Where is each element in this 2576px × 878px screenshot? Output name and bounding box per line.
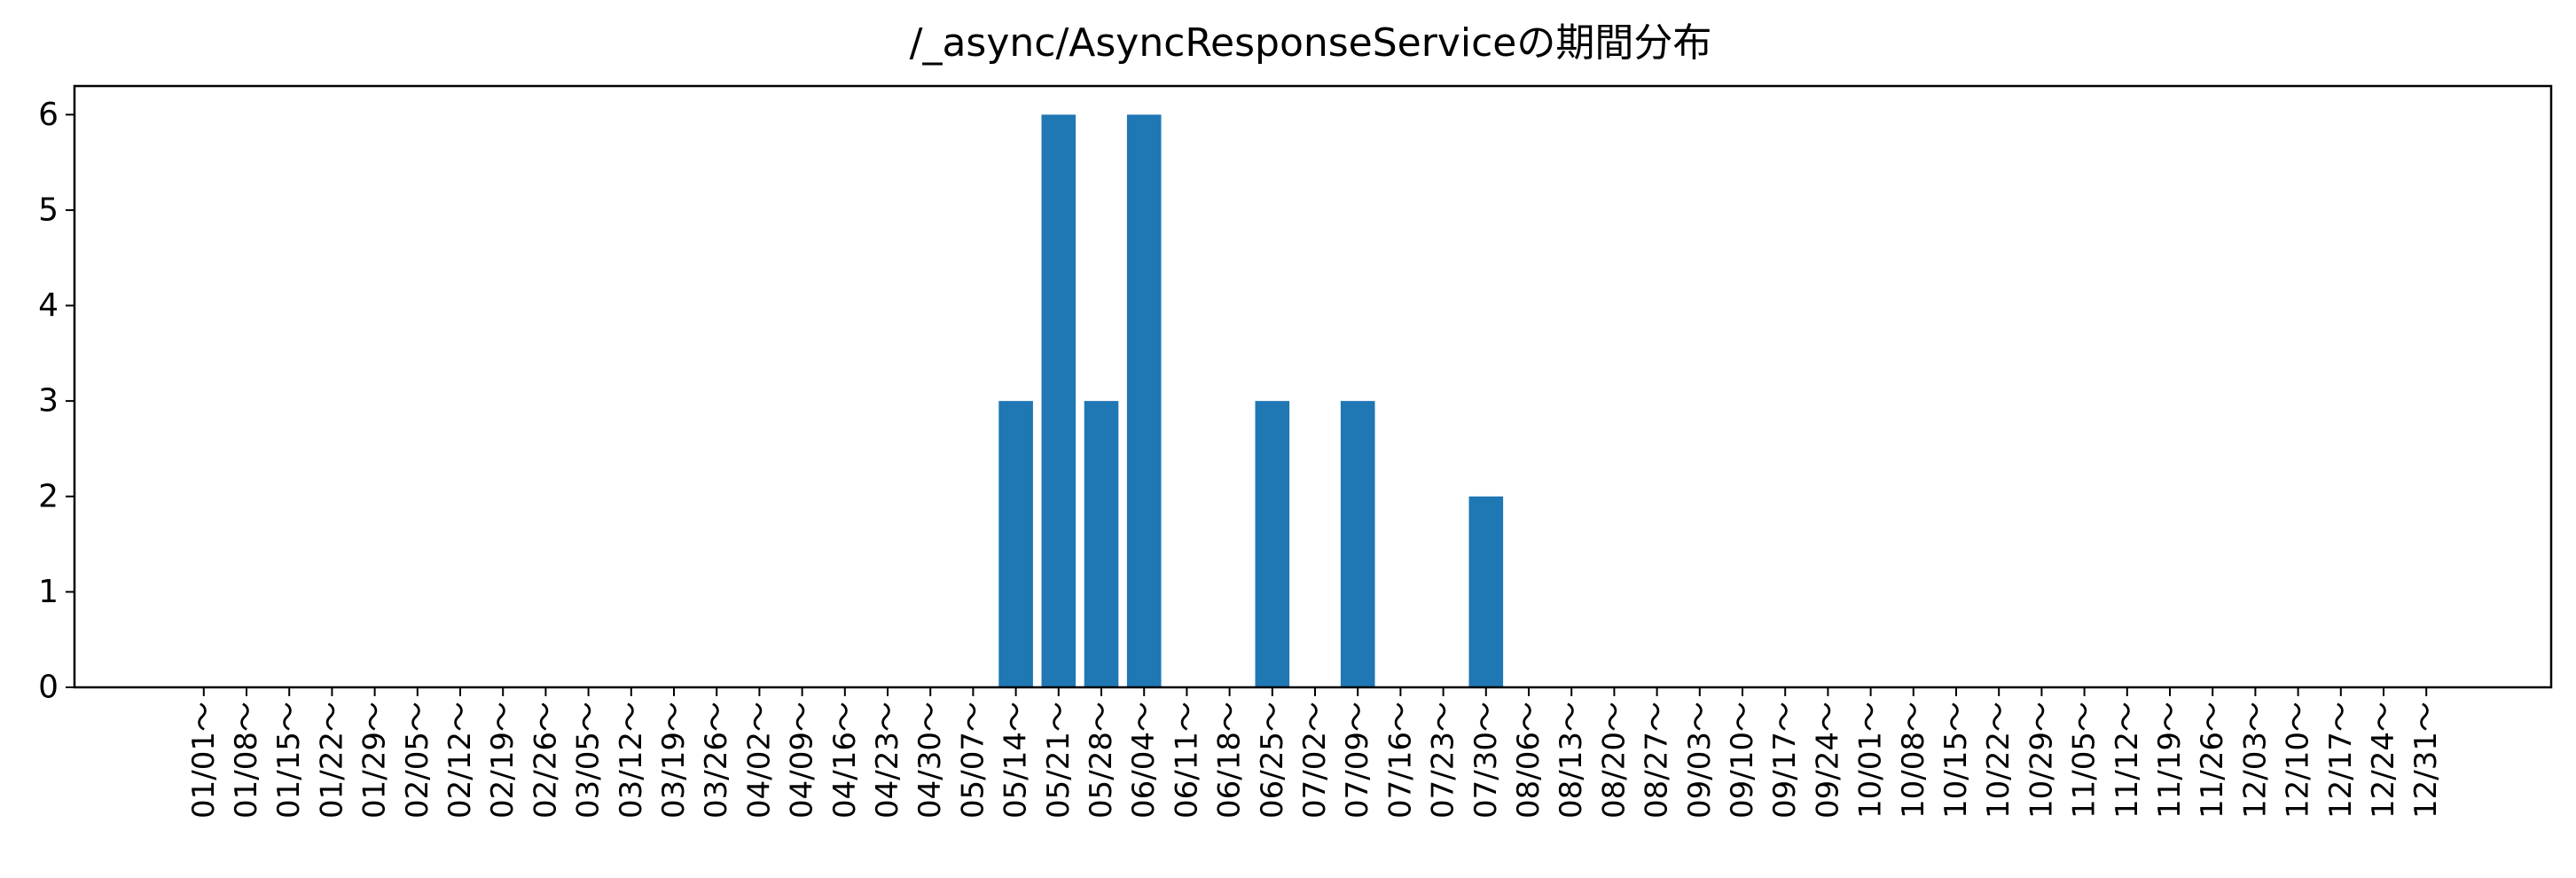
x-tick-label: 02/05～ xyxy=(400,702,435,819)
x-tick-label: 07/30～ xyxy=(1468,702,1504,819)
x-tick-label: 03/26～ xyxy=(699,702,734,819)
x-tick-label: 09/10～ xyxy=(1725,702,1760,819)
x-tick-label: 07/23～ xyxy=(1426,702,1461,819)
y-tick-label: 5 xyxy=(38,192,59,228)
x-tick-label: 09/24～ xyxy=(1810,702,1845,819)
x-tick-label: 03/19～ xyxy=(656,702,692,819)
bar-07/09～ xyxy=(1340,401,1375,687)
y-tick-label: 4 xyxy=(38,287,59,324)
y-tick-label: 6 xyxy=(38,97,59,133)
x-tick-label: 01/29～ xyxy=(357,702,393,819)
x-tick-label: 08/06～ xyxy=(1511,702,1546,819)
x-tick-label: 07/09～ xyxy=(1340,702,1375,819)
x-tick-label: 12/10～ xyxy=(2281,702,2316,819)
x-tick-label: 03/05～ xyxy=(571,702,607,819)
y-tick-label: 3 xyxy=(38,383,59,419)
x-tick-label: 05/07～ xyxy=(955,702,990,819)
bars-group xyxy=(998,114,1504,688)
x-tick-label: 06/11～ xyxy=(1169,702,1204,819)
x-tick-label: 05/21～ xyxy=(1041,702,1077,819)
x-tick-label: 06/04～ xyxy=(1126,702,1162,819)
bar-05/14～ xyxy=(998,401,1033,687)
plot-frame xyxy=(73,84,2553,689)
x-tick-label: 11/12～ xyxy=(2110,702,2145,819)
x-tick-label: 12/03～ xyxy=(2237,702,2273,819)
x-tick-label: 10/22～ xyxy=(1981,702,2016,819)
bar-07/30～ xyxy=(1468,496,1504,687)
y-axis: 0 1 2 3 4 5 6 xyxy=(38,97,74,706)
x-tick-label: 09/03～ xyxy=(1682,702,1718,819)
x-tick-label: 06/18～ xyxy=(1212,702,1248,819)
y-tick-label: 1 xyxy=(38,574,59,610)
x-tick-label: 02/26～ xyxy=(528,702,563,819)
x-tick-label: 10/15～ xyxy=(1938,702,1974,819)
x-tick-label: 01/15～ xyxy=(271,702,307,819)
x-tick-label: 07/16～ xyxy=(1382,702,1418,819)
x-tick-label: 12/24～ xyxy=(2366,702,2401,819)
x-tick-label: 01/08～ xyxy=(229,702,264,819)
x-tick-label: 10/08～ xyxy=(1896,702,1931,819)
x-tick-label: 07/02～ xyxy=(1297,702,1333,819)
bar-05/28～ xyxy=(1084,401,1119,687)
x-tick-label: 08/27～ xyxy=(1640,702,1675,819)
x-tick-label: 11/26～ xyxy=(2195,702,2230,819)
x-tick-label: 01/22～ xyxy=(314,702,349,819)
y-tick-label: 0 xyxy=(38,670,59,706)
x-tick-label: 12/31～ xyxy=(2408,702,2444,819)
x-axis: 01/01～ 01/08～ 01/15～ 01/22～ 01/29～ 02/05～ 02/1… xyxy=(186,687,2444,819)
x-tick-label: 02/19～ xyxy=(485,702,521,819)
x-tick-label: 08/13～ xyxy=(1554,702,1589,819)
x-tick-label: 11/19～ xyxy=(2152,702,2188,819)
bar-06/04～ xyxy=(1126,114,1162,688)
x-tick-label: 01/01～ xyxy=(186,702,222,819)
x-tick-label: 09/17～ xyxy=(1767,702,1803,819)
x-tick-label: 06/25～ xyxy=(1255,702,1290,819)
x-tick-label: 03/12～ xyxy=(614,702,649,819)
x-tick-label: 08/20～ xyxy=(1596,702,1632,819)
x-tick-label: 10/29～ xyxy=(2024,702,2059,819)
x-tick-label: 11/05～ xyxy=(2067,702,2102,819)
x-tick-label: 05/14～ xyxy=(998,702,1034,819)
x-tick-label: 02/12～ xyxy=(442,702,478,819)
x-tick-label: 10/01～ xyxy=(1853,702,1889,819)
x-tick-label: 04/16～ xyxy=(827,702,863,819)
x-tick-label: 04/09～ xyxy=(785,702,820,819)
x-tick-label: 05/28～ xyxy=(1084,702,1119,819)
x-tick-label: 04/02～ xyxy=(741,702,777,819)
x-tick-label: 04/23～ xyxy=(870,702,905,819)
bar-05/21～ xyxy=(1041,114,1077,688)
x-tick-label: 04/30～ xyxy=(912,702,948,819)
bar-06/25～ xyxy=(1255,401,1290,687)
y-tick-label: 2 xyxy=(38,478,59,514)
x-tick-label: 12/17～ xyxy=(2323,702,2359,819)
chart-title: /_async/AsyncResponseServiceの期間分布 xyxy=(910,20,1712,66)
